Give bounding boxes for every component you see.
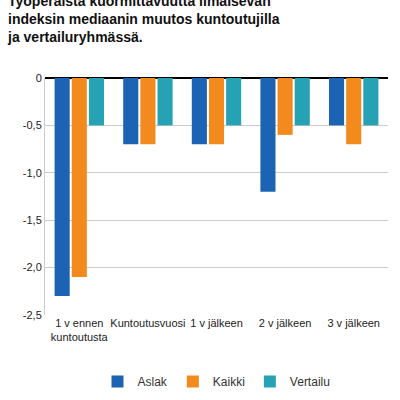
svg-text:1 v ennenkuntoutusta: 1 v ennenkuntoutusta bbox=[51, 317, 109, 343]
svg-text:-2,0: -2,0 bbox=[23, 261, 42, 273]
svg-text:3 v jälkeen: 3 v jälkeen bbox=[327, 317, 380, 329]
svg-text:0: 0 bbox=[36, 72, 42, 84]
svg-text:-1,0: -1,0 bbox=[23, 167, 42, 179]
svg-text:Vertailu: Vertailu bbox=[290, 375, 330, 389]
svg-text:Kuntoutusvuosi: Kuntoutusvuosi bbox=[110, 317, 185, 329]
svg-text:Työperäistä kuormittavuutta il: Työperäistä kuormittavuutta ilmaisevanin… bbox=[7, 0, 280, 45]
svg-text:-2,5: -2,5 bbox=[23, 309, 42, 321]
svg-text:-1,5: -1,5 bbox=[23, 214, 42, 226]
svg-text:2 v jälkeen: 2 v jälkeen bbox=[259, 317, 312, 329]
svg-text:-0,5: -0,5 bbox=[23, 119, 42, 131]
svg-text:1 v jälkeen: 1 v jälkeen bbox=[190, 317, 243, 329]
svg-text:Kaikki: Kaikki bbox=[213, 375, 245, 389]
svg-text:Aslak: Aslak bbox=[138, 375, 168, 389]
